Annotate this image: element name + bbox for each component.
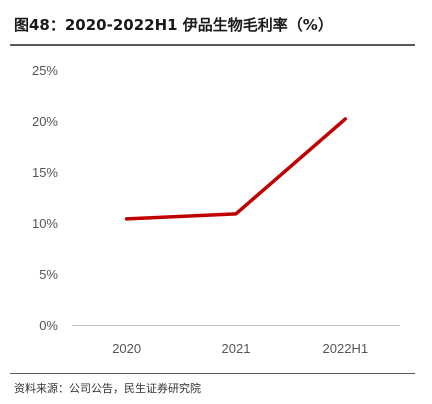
series-group (124, 117, 348, 221)
x-axis-labels: 2020 2021 2022H1 (112, 341, 368, 356)
source-divider (10, 373, 415, 374)
gross-margin-line (124, 117, 348, 221)
x-tick-label: 2020 (112, 341, 141, 356)
title-divider (10, 44, 415, 46)
y-tick-label: 10% (32, 216, 58, 231)
chart-title: 图48：2020-2022H1 伊品生物毛利率（%） (14, 16, 333, 34)
x-tick-label: 2022H1 (323, 341, 369, 356)
y-tick-label: 5% (39, 267, 58, 282)
source-note: 资料来源：公司公告，民生证券研究院 (14, 382, 201, 395)
y-tick-label: 20% (32, 114, 58, 129)
y-tick-label: 0% (39, 318, 58, 333)
y-axis-labels: 0% 5% 10% 15% 20% 25% (32, 63, 58, 333)
x-tick-label: 2021 (222, 341, 251, 356)
y-tick-label: 25% (32, 63, 58, 78)
y-tick-label: 15% (32, 165, 58, 180)
